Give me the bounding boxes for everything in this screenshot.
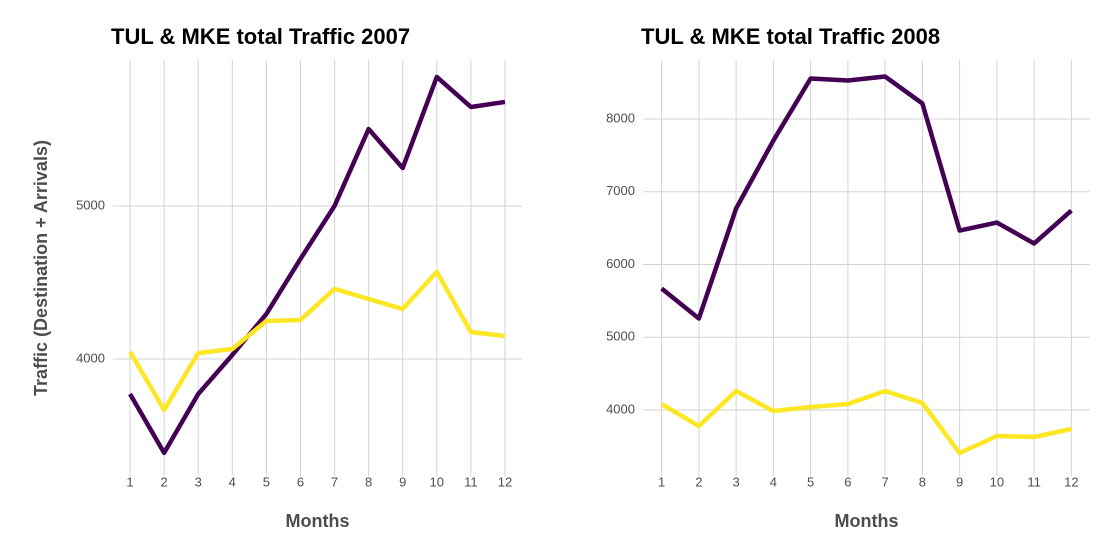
x-tick-label: 4 xyxy=(770,474,777,489)
y-tick-label: 8000 xyxy=(606,110,635,125)
x-tick-label: 6 xyxy=(297,474,304,489)
x-tick-label: 8 xyxy=(919,474,926,489)
x-tick-label: 12 xyxy=(1064,474,1078,489)
series-line xyxy=(660,74,1073,321)
x-tick-label: 5 xyxy=(263,474,270,489)
x-tick-label: 11 xyxy=(464,474,478,489)
y-tick-label: 5000 xyxy=(76,197,105,212)
chart-title: TUL & MKE total Traffic 2008 xyxy=(641,24,940,49)
y-tick-label: 4000 xyxy=(76,350,105,365)
x-tick-label: 3 xyxy=(195,474,202,489)
series-line xyxy=(128,74,506,456)
x-tick-label: 10 xyxy=(430,474,444,489)
y-tick-label: 6000 xyxy=(606,256,635,271)
y-tick-label: 7000 xyxy=(606,183,635,198)
x-tick-label: 1 xyxy=(658,474,665,489)
chart-title: TUL & MKE total Traffic 2007 xyxy=(111,24,410,49)
x-axis-title: Months xyxy=(835,511,899,531)
x-tick-label: 9 xyxy=(399,474,406,489)
x-tick-label: 3 xyxy=(733,474,740,489)
series-line xyxy=(128,269,506,413)
x-tick-label: 4 xyxy=(229,474,236,489)
series-line xyxy=(660,388,1072,456)
x-tick-label: 8 xyxy=(365,474,372,489)
y-axis-title: Traffic (Destination + Arrivals) xyxy=(31,140,51,396)
x-tick-label: 10 xyxy=(990,474,1004,489)
y-tick-label: 4000 xyxy=(606,401,635,416)
y-tick-label: 5000 xyxy=(606,329,635,344)
x-tick-label: 7 xyxy=(882,474,889,489)
x-axis-title: Months xyxy=(286,511,350,531)
x-tick-label: 6 xyxy=(844,474,851,489)
x-tick-label: 2 xyxy=(695,474,702,489)
x-tick-label: 12 xyxy=(498,474,512,489)
x-tick-label: 1 xyxy=(126,474,133,489)
x-tick-label: 2 xyxy=(161,474,168,489)
x-tick-label: 9 xyxy=(956,474,963,489)
x-tick-label: 5 xyxy=(807,474,814,489)
x-tick-label: 11 xyxy=(1027,474,1041,489)
x-tick-label: 7 xyxy=(331,474,338,489)
